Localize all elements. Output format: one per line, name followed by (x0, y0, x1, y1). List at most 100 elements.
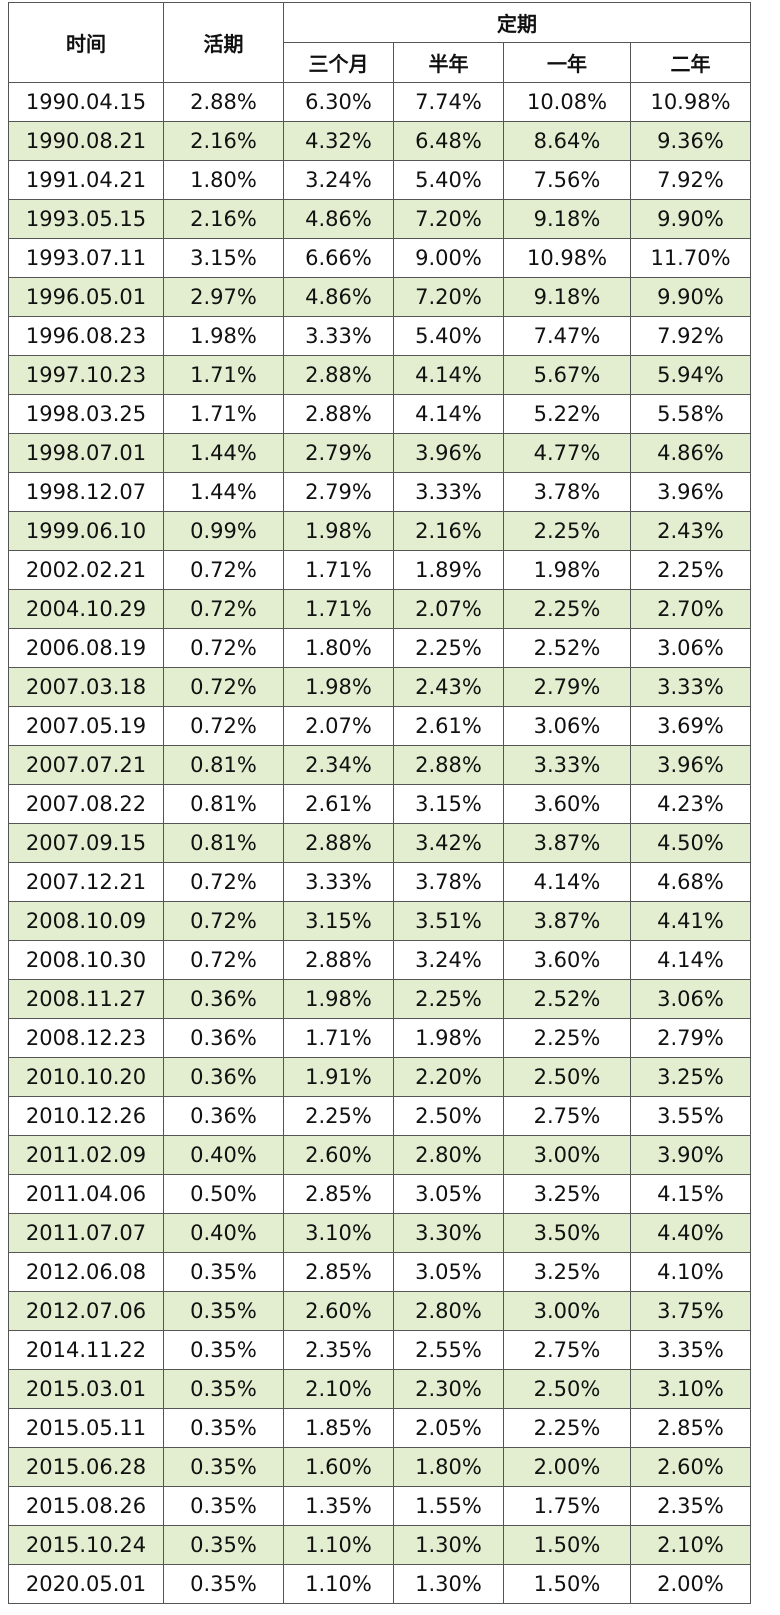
cell: 2.79% (503, 667, 631, 707)
cell: 3.55% (630, 1096, 751, 1136)
cell: 0.72% (163, 940, 284, 980)
cell: 2.61% (283, 784, 394, 824)
cell: 7.74% (393, 82, 504, 122)
cell: 3.60% (503, 940, 631, 980)
cell: 1.98% (283, 979, 394, 1019)
cell: 1.30% (393, 1564, 504, 1604)
cell: 3.35% (630, 1330, 751, 1370)
table-row: 2007.12.21 0.72% 3.33% 3.78% 4.14% 4.68% (8, 862, 751, 902)
cell: 5.94% (630, 355, 751, 395)
cell: 2.88% (283, 394, 394, 434)
cell: 3.25% (503, 1174, 631, 1214)
header-cell: 半年 (393, 42, 504, 83)
cell: 6.66% (283, 238, 394, 278)
cell: 0.35% (163, 1525, 284, 1565)
cell: 3.05% (393, 1252, 504, 1292)
cell: 7.20% (393, 277, 504, 317)
cell: 2.07% (283, 706, 394, 746)
cell: 8.64% (503, 121, 631, 161)
cell: 3.69% (630, 706, 751, 746)
cell: 3.33% (630, 667, 751, 707)
cell: 3.75% (630, 1291, 751, 1331)
table-row: 1991.04.21 1.80% 3.24% 5.40% 7.56% 7.92% (8, 160, 751, 200)
cell: 3.33% (503, 745, 631, 785)
cell: 2.00% (503, 1447, 631, 1487)
cell: 2010.12.26 (8, 1096, 164, 1136)
cell: 9.36% (630, 121, 751, 161)
cell: 5.40% (393, 160, 504, 200)
cell: 1.80% (283, 628, 394, 668)
cell: 2.07% (393, 589, 504, 629)
cell: 2015.03.01 (8, 1369, 164, 1409)
table-row: 1998.03.25 1.71% 2.88% 4.14% 5.22% 5.58% (8, 394, 751, 434)
cell: 2.79% (283, 433, 394, 473)
cell: 5.40% (393, 316, 504, 356)
cell: 2.10% (283, 1369, 394, 1409)
cell: 3.24% (283, 160, 394, 200)
cell: 1.50% (503, 1525, 631, 1565)
cell: 2.43% (630, 511, 751, 551)
table-row: 2008.10.09 0.72% 3.15% 3.51% 3.87% 4.41% (8, 901, 751, 941)
cell: 2010.10.20 (8, 1057, 164, 1097)
cell: 3.00% (503, 1135, 631, 1175)
cell: 1996.05.01 (8, 277, 164, 317)
cell: 2.16% (163, 199, 284, 239)
cell: 9.90% (630, 199, 751, 239)
cell: 11.70% (630, 238, 751, 278)
table-row: 1999.06.10 0.99% 1.98% 2.16% 2.25% 2.43% (8, 511, 751, 551)
cell: 7.20% (393, 199, 504, 239)
cell: 2.20% (393, 1057, 504, 1097)
cell: 7.92% (630, 316, 751, 356)
cell: 1.91% (283, 1057, 394, 1097)
table-row: 2010.12.26 0.36% 2.25% 2.50% 2.75% 3.55% (8, 1096, 751, 1136)
cell: 7.92% (630, 160, 751, 200)
cell: 2.25% (630, 550, 751, 590)
cell: 2.50% (503, 1057, 631, 1097)
cell: 1.35% (283, 1486, 394, 1526)
cell: 10.98% (630, 82, 751, 122)
cell: 2.25% (503, 1408, 631, 1448)
table-row: 2008.11.27 0.36% 1.98% 2.25% 2.52% 3.06% (8, 979, 751, 1019)
cell: 2.75% (503, 1330, 631, 1370)
cell: 0.36% (163, 1057, 284, 1097)
cell: 4.14% (630, 940, 751, 980)
cell: 3.10% (630, 1369, 751, 1409)
table-row: 2012.07.06 0.35% 2.60% 2.80% 3.00% 3.75% (8, 1291, 751, 1331)
cell: 3.06% (630, 979, 751, 1019)
table-row: 1990.04.15 2.88% 6.30% 7.74% 10.08% 10.98% (8, 82, 751, 122)
cell: 3.05% (393, 1174, 504, 1214)
table-row: 1990.08.21 2.16% 4.32% 6.48% 8.64% 9.36% (8, 121, 751, 161)
cell: 6.30% (283, 82, 394, 122)
cell: 2004.10.29 (8, 589, 164, 629)
table-row: 1998.12.07 1.44% 2.79% 3.33% 3.78% 3.96% (8, 472, 751, 512)
cell: 7.47% (503, 316, 631, 356)
header-cell: 一年 (503, 42, 631, 83)
cell: 2.43% (393, 667, 504, 707)
table-row: 2004.10.29 0.72% 1.71% 2.07% 2.25% 2.70% (8, 589, 751, 629)
header-cell: 定期 (283, 2, 751, 43)
table-row: 2020.05.01 0.35% 1.10% 1.30% 1.50% 2.00% (8, 1564, 751, 1604)
cell: 1993.05.15 (8, 199, 164, 239)
cell: 2.52% (503, 979, 631, 1019)
cell: 4.86% (283, 199, 394, 239)
cell: 2.70% (630, 589, 751, 629)
cell: 3.96% (393, 433, 504, 473)
cell: 0.35% (163, 1291, 284, 1331)
cell: 2.10% (630, 1525, 751, 1565)
cell: 2.60% (283, 1291, 394, 1331)
cell: 1998.03.25 (8, 394, 164, 434)
cell: 2.60% (630, 1447, 751, 1487)
table-row: 2008.10.30 0.72% 2.88% 3.24% 3.60% 4.14% (8, 940, 751, 980)
cell: 2015.10.24 (8, 1525, 164, 1565)
cell: 0.72% (163, 706, 284, 746)
cell: 9.00% (393, 238, 504, 278)
cell: 2011.02.09 (8, 1135, 164, 1175)
cell: 2006.08.19 (8, 628, 164, 668)
cell: 3.33% (283, 862, 394, 902)
cell: 7.56% (503, 160, 631, 200)
cell: 3.96% (630, 472, 751, 512)
cell: 2011.07.07 (8, 1213, 164, 1253)
cell: 2.85% (630, 1408, 751, 1448)
cell: 2008.10.30 (8, 940, 164, 980)
